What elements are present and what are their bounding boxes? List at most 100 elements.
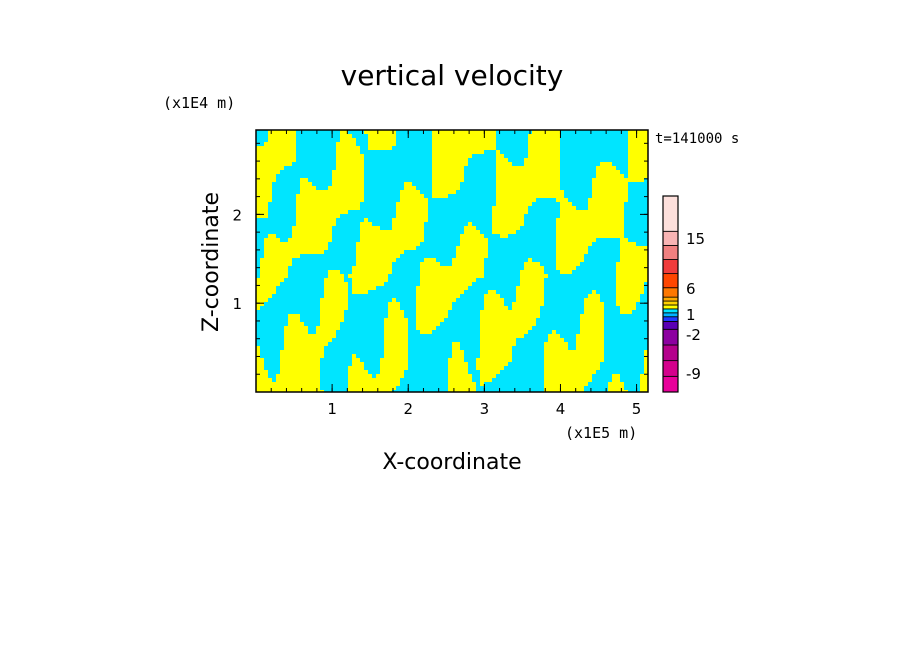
- field-positive-cell: [256, 202, 268, 206]
- field-positive-cell: [280, 362, 320, 366]
- field-positive-cell: [424, 258, 436, 262]
- field-positive-cell: [256, 298, 268, 302]
- field-positive-cell: [380, 366, 408, 370]
- field-positive-cell: [528, 154, 560, 158]
- field-positive-cell: [544, 370, 596, 374]
- x-tick-label: 2: [403, 400, 413, 418]
- field-positive-cell: [420, 262, 440, 266]
- x-axis: 1 2 3 4 5: [270, 130, 642, 418]
- colorbar-level: [662, 308, 679, 314]
- field-positive-cell: [500, 234, 508, 238]
- field-positive-cell: [496, 158, 508, 162]
- plot-frame: [255, 129, 649, 393]
- colorbar-level: [662, 273, 679, 289]
- field-positive-cell: [492, 222, 524, 226]
- field-positive-cell: [588, 202, 624, 206]
- field-positive-cell: [400, 198, 428, 202]
- field-positive-cell: [496, 190, 564, 194]
- x-axis-label: X-coordinate: [382, 450, 521, 475]
- field-positive-cell: [576, 338, 604, 342]
- field-positive-cell: [292, 234, 332, 238]
- field-positive-cell: [588, 198, 628, 202]
- field-positive-cell: [452, 354, 464, 358]
- field-positive-cell: [628, 134, 648, 138]
- field-positive-cell: [256, 386, 320, 390]
- field-positive-cell: [340, 134, 352, 138]
- field-positive-cell: [256, 350, 260, 354]
- field-positive-cell: [320, 310, 344, 314]
- x-tick-label: 3: [480, 400, 490, 418]
- field-positive-cell: [324, 290, 348, 294]
- field-positive-cell: [296, 222, 336, 226]
- field-positive-cell: [356, 246, 416, 250]
- field-positive-cell: [280, 370, 320, 374]
- field-positive-cell: [384, 354, 408, 358]
- field-positive-cell: [480, 346, 512, 350]
- field-positive-cell: [256, 186, 272, 190]
- field-positive-cell: [380, 370, 404, 374]
- field-positive-cell: [476, 366, 504, 370]
- field-positive-cell: [556, 218, 624, 222]
- field-positive-cell: [592, 186, 628, 190]
- field-positive-cell: [336, 158, 364, 162]
- field-positive-cell: [452, 258, 484, 262]
- field-positive-cell: [432, 186, 460, 190]
- field-positive-cell: [348, 382, 400, 386]
- field-positive-cell: [432, 142, 496, 146]
- field-positive-cell: [644, 370, 648, 374]
- field-positive-cell: [328, 186, 364, 190]
- field-positive-cell: [492, 226, 520, 230]
- colorbar: 15 6 1 -2 -9: [662, 195, 705, 393]
- field-positive-cell: [368, 146, 392, 150]
- field-positive-cell: [464, 226, 476, 230]
- field-positive-cell: [432, 154, 472, 158]
- field-positive-cell: [432, 134, 496, 138]
- field-positive-cell: [628, 154, 648, 158]
- colorbar-level: [662, 230, 679, 246]
- field-positive-cell: [264, 238, 280, 242]
- field-positive-cell: [556, 198, 568, 202]
- field-positive-cell: [592, 290, 596, 294]
- field-positive-cell: [448, 358, 464, 362]
- field-positive-cell: [484, 302, 504, 306]
- field-positive-cell: [432, 162, 468, 166]
- field-positive-cell: [640, 390, 648, 392]
- field-positive-cell: [592, 190, 628, 194]
- field-positive-cell: [264, 242, 328, 246]
- field-positive-cell: [556, 230, 624, 234]
- field-positive-cell: [560, 202, 572, 206]
- field-positive-cell: [492, 218, 524, 222]
- field-positive-cell: [420, 266, 484, 270]
- field-positive-cell: [496, 198, 536, 202]
- field-positive-cell: [516, 286, 544, 290]
- time-label: t=141000 s: [655, 131, 739, 147]
- y-axis: 12: [232, 142, 648, 375]
- field-positive-cell: [548, 338, 564, 342]
- colorbar-level: [662, 296, 679, 302]
- field-positive-cell: [480, 318, 536, 322]
- field-positive-cell: [544, 362, 600, 366]
- field-positive-cell: [360, 238, 424, 242]
- field-positive-cell: [256, 190, 272, 194]
- field-positive-cell: [588, 294, 600, 298]
- field-positive-cell: [400, 190, 420, 194]
- field-positive-cell: [480, 326, 532, 330]
- field-positive-cell: [432, 138, 496, 142]
- field-positive-cell: [556, 246, 588, 250]
- field-positive-cell: [416, 310, 448, 314]
- field-positive-cell: [556, 254, 584, 258]
- field-positive-cell: [544, 382, 588, 386]
- field-positive-cell: [584, 306, 604, 310]
- field-positive-cell: [336, 154, 364, 158]
- x-tick-label: 5: [632, 400, 642, 418]
- field-positive-cell: [492, 230, 516, 234]
- field-positive-cell: [616, 290, 644, 294]
- field-positive-cell: [608, 390, 628, 392]
- field-positive-cell: [616, 266, 648, 270]
- field-positive-cell: [256, 366, 264, 370]
- field-positive-cell: [348, 374, 372, 378]
- field-positive-cell: [448, 362, 468, 366]
- field-positive-cell: [496, 174, 560, 178]
- field-positive-cell: [256, 210, 268, 214]
- field-positive-cell: [544, 346, 568, 350]
